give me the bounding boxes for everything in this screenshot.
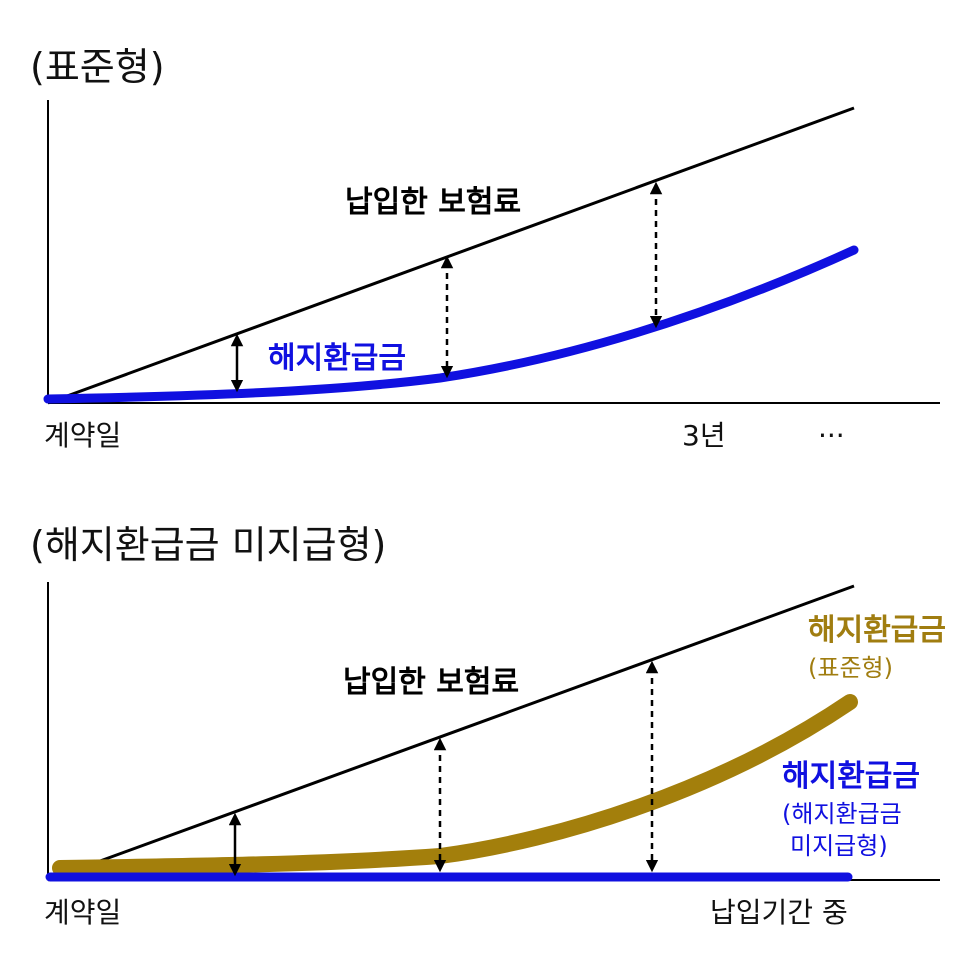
premium-paid-label: 납입한 보험료 <box>345 185 521 220</box>
x-3year-label: 3년 <box>682 419 726 452</box>
standard-refund-curve-gold <box>52 694 858 876</box>
standard-type-panel: (표준형) 납입한 보험료 해지환급금 계약일 3년 ··· <box>30 45 940 452</box>
no-refund-sublabel-1: (해지환급금 <box>782 800 902 828</box>
premium-paid-line <box>47 106 855 405</box>
no-refund-label: 해지환급금 <box>782 759 920 794</box>
x-start-label-bottom: 계약일 <box>44 896 121 929</box>
x-start-label: 계약일 <box>44 419 121 452</box>
standard-panel-title: (표준형) <box>30 45 165 89</box>
standard-refund-label: 해지환급금 <box>808 613 946 648</box>
premium-paid-label-bottom: 납입한 보험료 <box>343 665 519 700</box>
no-refund-sublabel-2: 미지급형) <box>790 832 888 860</box>
no-refund-panel-title: (해지환급금 미지급형) <box>30 523 386 567</box>
refund-label: 해지환급금 <box>268 341 406 376</box>
standard-refund-curve <box>43 245 859 404</box>
no-refund-type-panel: (해지환급금 미지급형) 납입한 보험료 해지환급금 (표준형) 해지환급금 (… <box>30 523 946 929</box>
premium-paid-line-bottom <box>47 584 855 882</box>
x-payment-period-label: 납입기간 중 <box>710 896 848 929</box>
standard-refund-sublabel: (표준형) <box>808 654 893 682</box>
x-more-label: ··· <box>818 419 845 452</box>
